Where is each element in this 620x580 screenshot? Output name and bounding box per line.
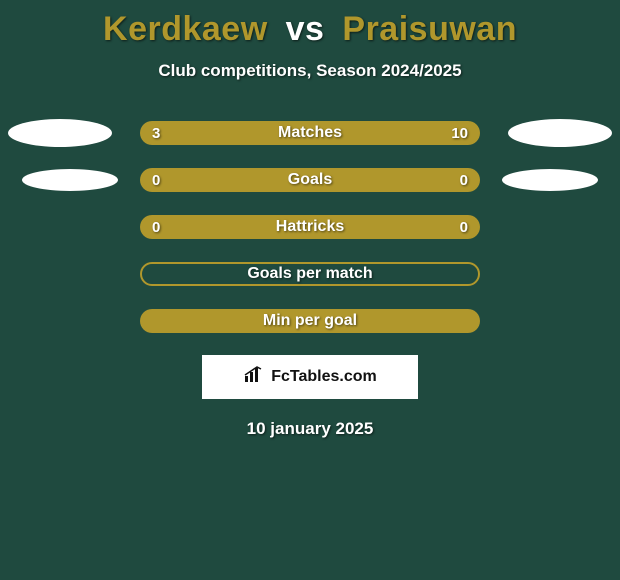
stat-bar: 0 Hattricks 0 [140, 215, 480, 239]
player1-name: Kerdkaew [103, 10, 268, 48]
player2-name: Praisuwan [342, 10, 517, 48]
bar-chart-icon [243, 366, 271, 389]
player1-marker [22, 169, 118, 191]
stat-label: Matches [278, 124, 342, 142]
stat-row: 3 Matches 10 [0, 121, 620, 145]
stat-label: Goals [288, 171, 332, 189]
stat-bar: 0 Goals 0 [140, 168, 480, 192]
stat-row: Min per goal [0, 309, 620, 333]
player1-marker [8, 119, 112, 147]
page-title: Kerdkaew vs Praisuwan [0, 0, 620, 49]
comparison-card: Kerdkaew vs Praisuwan Club competitions,… [0, 0, 620, 580]
stat-right-value: 0 [460, 172, 468, 189]
stat-bar: Min per goal [140, 309, 480, 333]
stat-right-value: 0 [460, 219, 468, 236]
attribution-box: FcTables.com [202, 355, 418, 399]
vs-label: vs [286, 10, 325, 48]
date-label: 10 january 2025 [0, 419, 620, 439]
stat-right-value: 10 [451, 125, 468, 142]
stat-left-value: 0 [152, 172, 160, 189]
stat-bar: 3 Matches 10 [140, 121, 480, 145]
stat-rows: 3 Matches 10 0 Goals 0 0 Hattricks 0 Goals per ma… [0, 121, 620, 333]
stat-bar: Goals per match [140, 262, 480, 286]
subtitle: Club competitions, Season 2024/2025 [0, 61, 620, 81]
stat-label: Hattricks [276, 218, 344, 236]
stat-row: Goals per match [0, 262, 620, 286]
player2-marker [502, 169, 598, 191]
stat-row: 0 Hattricks 0 [0, 215, 620, 239]
stat-left-value: 0 [152, 219, 160, 236]
stat-label: Goals per match [247, 265, 372, 283]
stat-left-value: 3 [152, 125, 160, 142]
player2-marker [508, 119, 612, 147]
stat-label: Min per goal [263, 312, 357, 330]
stat-row: 0 Goals 0 [0, 168, 620, 192]
attribution-text: FcTables.com [271, 368, 377, 386]
